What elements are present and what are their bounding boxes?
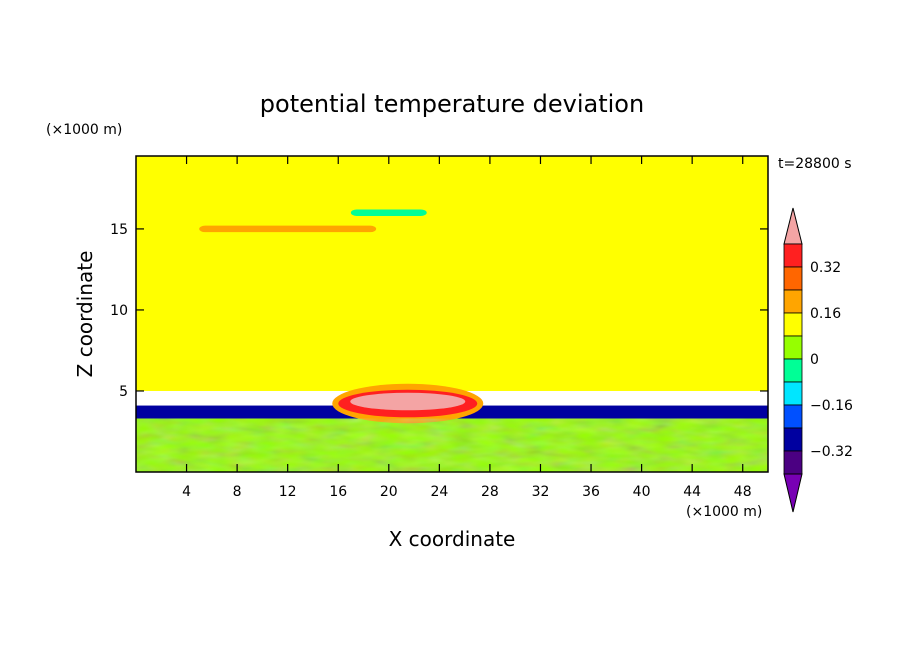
y-tick-label: 5 (119, 384, 128, 400)
field-region (350, 209, 427, 216)
colorbar-segment (783, 404, 803, 429)
contour-field (136, 156, 768, 472)
colorbar-segment (783, 289, 803, 314)
y-unit-label: (×1000 m) (46, 122, 122, 138)
x-unit-label: (×1000 m) (686, 504, 762, 520)
y-axis-ticks: 5 10 15 (110, 222, 768, 400)
x-tick-label: 40 (633, 484, 651, 500)
x-tick-label: 12 (279, 484, 297, 500)
colorbar-segment (783, 358, 803, 383)
x-axis-label: X coordinate (389, 527, 516, 551)
y-axis-label: Z coordinate (73, 251, 97, 378)
colorbar-segment (783, 243, 803, 268)
plot-frame (135, 155, 769, 473)
colorbar-extend-max (783, 207, 803, 245)
x-tick-label: 28 (481, 484, 499, 500)
y-tick-label: 10 (110, 303, 128, 319)
turbulence-texture (136, 418, 768, 472)
x-tick-label: 4 (182, 484, 191, 500)
colorbar-segment (783, 266, 803, 291)
x-tick-label: 20 (380, 484, 398, 500)
field-region (350, 392, 466, 411)
colorbar-segment (783, 427, 803, 452)
x-tick-label: 16 (329, 484, 347, 500)
field-region (136, 156, 320, 375)
colorbar-segment (783, 450, 803, 475)
colorbar-tick-label: −0.16 (810, 398, 853, 414)
x-axis-ticks: 4 8 12 16 20 24 28 32 36 40 44 48 (182, 156, 752, 500)
y-tick-label: 15 (110, 222, 128, 238)
time-label: t=28800 s (778, 156, 852, 172)
colorbar-tick-label: 0.32 (810, 260, 841, 276)
chart-title: potential temperature deviation (260, 90, 644, 118)
colorbar-segment (783, 381, 803, 406)
x-tick-label: 24 (430, 484, 448, 500)
colorbar: 0.32 0.16 0 −0.16 −0.32 (783, 207, 853, 513)
colorbar-segment (783, 335, 803, 360)
x-tick-label: 48 (734, 484, 752, 500)
colorbar-tick-label: 0.16 (810, 306, 841, 322)
field-region (584, 156, 768, 375)
x-tick-label: 36 (582, 484, 600, 500)
x-tick-label: 8 (233, 484, 242, 500)
colorbar-tick-label: 0 (810, 352, 819, 368)
field-region (199, 225, 377, 233)
x-tick-label: 44 (683, 484, 701, 500)
x-tick-label: 32 (532, 484, 550, 500)
colorbar-tick-label: −0.32 (810, 444, 853, 460)
colorbar-extend-min (783, 473, 803, 513)
colorbar-segment (783, 312, 803, 337)
